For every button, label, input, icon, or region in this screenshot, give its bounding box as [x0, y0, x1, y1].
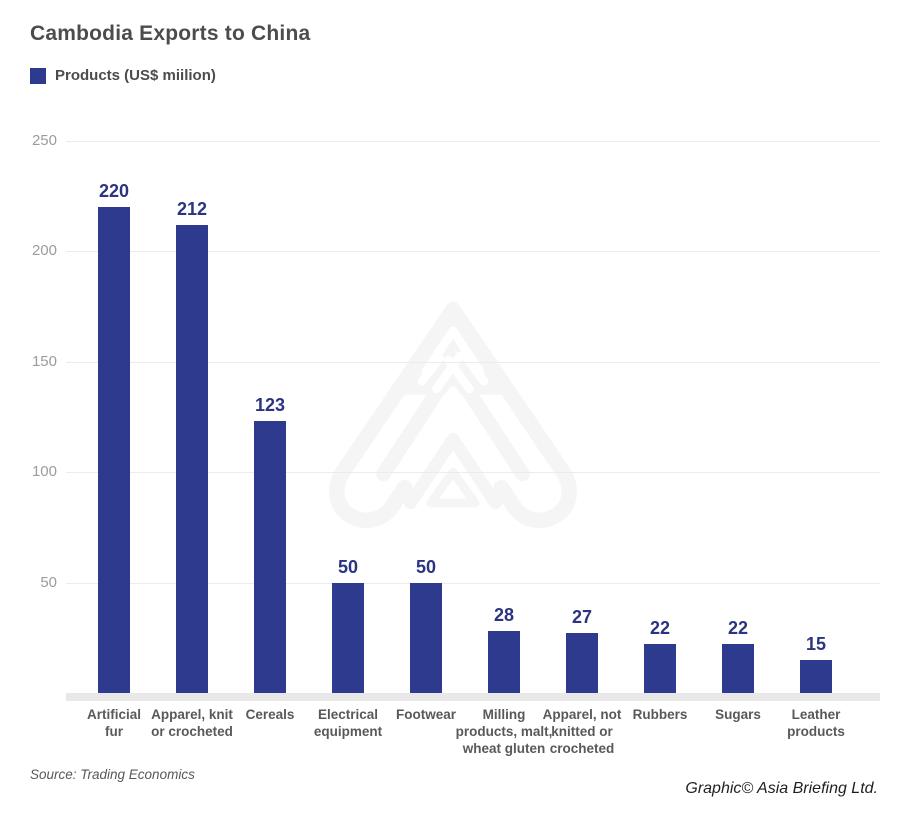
bar-slot: 220	[75, 141, 153, 693]
bar-slot: 22	[621, 141, 699, 693]
gridline	[66, 251, 880, 252]
category-slot: Milling products, malt, wheat gluten	[456, 706, 553, 757]
category-slot: Footwear	[387, 706, 465, 757]
bar-cereals	[254, 421, 286, 693]
category-slot: Rubbers	[621, 706, 699, 757]
bar-value-label: 27	[571, 607, 593, 627]
bar-footwear	[410, 583, 442, 693]
bar-rubbers	[644, 644, 676, 693]
bar-value-label: 123	[254, 395, 286, 415]
bar-milling-products-malt-wheat-gluten	[488, 631, 520, 693]
bar-slot: 15	[777, 141, 855, 693]
bar-slot: 212	[153, 141, 231, 693]
y-tick-label: 150	[31, 353, 57, 370]
bar-slot: 27	[543, 141, 621, 693]
category-slot: Apparel, not knitted or crocheted	[543, 706, 622, 757]
chart-title: Cambodia Exports to China	[30, 22, 311, 45]
category-label: Cereals	[245, 707, 295, 722]
bar-artificial-fur	[98, 207, 130, 693]
y-tick-label: 100	[31, 463, 57, 480]
category-slot: Artificial fur	[75, 706, 153, 757]
bar-slot: 50	[387, 141, 465, 693]
category-label: Sugars	[715, 707, 761, 722]
category-label: Milling products, malt, wheat gluten	[455, 707, 553, 756]
bar-slot: 22	[699, 141, 777, 693]
y-tick-label: 250	[31, 132, 57, 149]
bar-value-label: 50	[337, 557, 359, 577]
legend-label: Products (US$ miilion)	[55, 67, 216, 84]
category-labels: Artificial fur Apparel, knit or crocheted Ce…	[75, 706, 855, 757]
category-label: Footwear	[395, 707, 456, 722]
bar-electrical-equipment	[332, 583, 364, 693]
category-label: Electrical equipment	[313, 707, 383, 739]
y-tick-label: 50	[40, 574, 57, 591]
legend-swatch-icon	[30, 67, 46, 84]
bar-value-label: 15	[805, 634, 827, 654]
bar-value-label: 212	[176, 199, 208, 219]
bar-sugars	[722, 644, 754, 693]
category-slot: Apparel, knit or crocheted	[151, 706, 233, 757]
category-label: Leather products	[787, 707, 845, 739]
bar-value-label: 28	[493, 605, 515, 625]
legend: Products (US$ miilion)	[30, 67, 216, 84]
bar-apparel-not-knitted-or-crocheted	[566, 633, 598, 693]
category-slot: Sugars	[699, 706, 777, 757]
source-note: Source: Trading Economics	[30, 767, 195, 782]
bars: 220 212 123 50 50 28 27 22 22 15	[75, 141, 855, 693]
bar-leather-products	[800, 660, 832, 693]
category-slot: Electrical equipment	[309, 706, 387, 757]
gridline	[66, 141, 880, 142]
category-label: Artificial fur	[86, 707, 141, 739]
bar-value-label: 22	[727, 618, 749, 638]
bar-value-label: 22	[649, 618, 671, 638]
gridline	[66, 583, 880, 584]
y-tick-label: 200	[31, 242, 57, 259]
category-label: Apparel, not knitted or crocheted	[542, 707, 622, 756]
credit-note: Graphic© Asia Briefing Ltd.	[685, 780, 878, 797]
bar-slot: 28	[465, 141, 543, 693]
bar-apparel-knit-or-crocheted	[176, 225, 208, 693]
category-slot: Leather products	[777, 706, 855, 757]
bar-value-label: 50	[415, 557, 437, 577]
bar-slot: 50	[309, 141, 387, 693]
x-axis-baseline	[66, 693, 880, 701]
category-slot: Cereals	[231, 706, 309, 757]
bar-value-label: 220	[98, 181, 130, 201]
category-label: Apparel, knit or crocheted	[151, 707, 233, 739]
category-label: Rubbers	[632, 707, 688, 722]
bar-slot: 123	[231, 141, 309, 693]
